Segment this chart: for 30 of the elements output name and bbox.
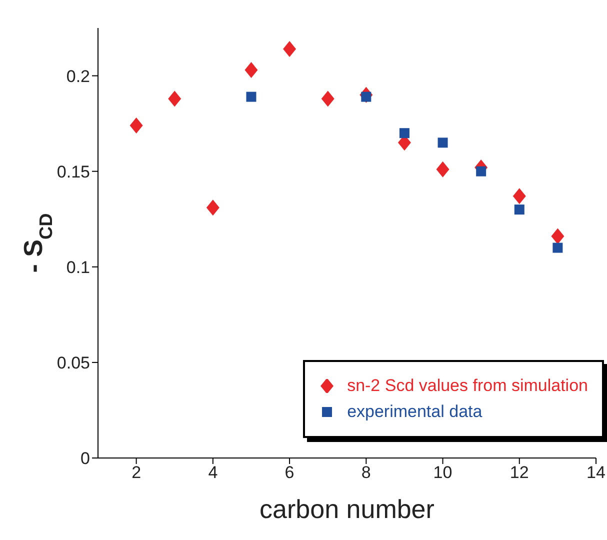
x-tick-label: 10 [433, 463, 452, 482]
x-axis-title: carbon number [260, 494, 435, 524]
legend-label: experimental data [347, 402, 482, 422]
point [244, 62, 258, 78]
point [476, 166, 486, 176]
point [514, 204, 524, 215]
x-tick-label: 14 [586, 463, 606, 482]
point [206, 200, 220, 216]
x-tick-label: 4 [208, 463, 218, 482]
y-tick-label: 0.05 [56, 353, 90, 372]
point [438, 138, 448, 148]
x-tick-label: 8 [361, 463, 371, 482]
point [168, 90, 182, 107]
point [246, 92, 256, 102]
y-tick-label: 0.15 [56, 162, 90, 182]
x-tick-label: 2 [132, 463, 142, 482]
y-tick-label: 0 [80, 449, 90, 468]
point [130, 117, 143, 134]
point [283, 41, 296, 58]
point [552, 242, 563, 253]
legend-label: sn-2 Scd values from simulation [347, 376, 588, 396]
point [512, 188, 526, 204]
point [551, 228, 564, 244]
point [399, 128, 410, 138]
y-tick-label: 0.1 [66, 258, 90, 277]
x-tick-label: 12 [510, 463, 529, 482]
x-tick-label: 6 [284, 463, 294, 482]
y-tick-label: 0.2 [66, 66, 90, 86]
point [321, 90, 334, 107]
point [436, 161, 450, 178]
